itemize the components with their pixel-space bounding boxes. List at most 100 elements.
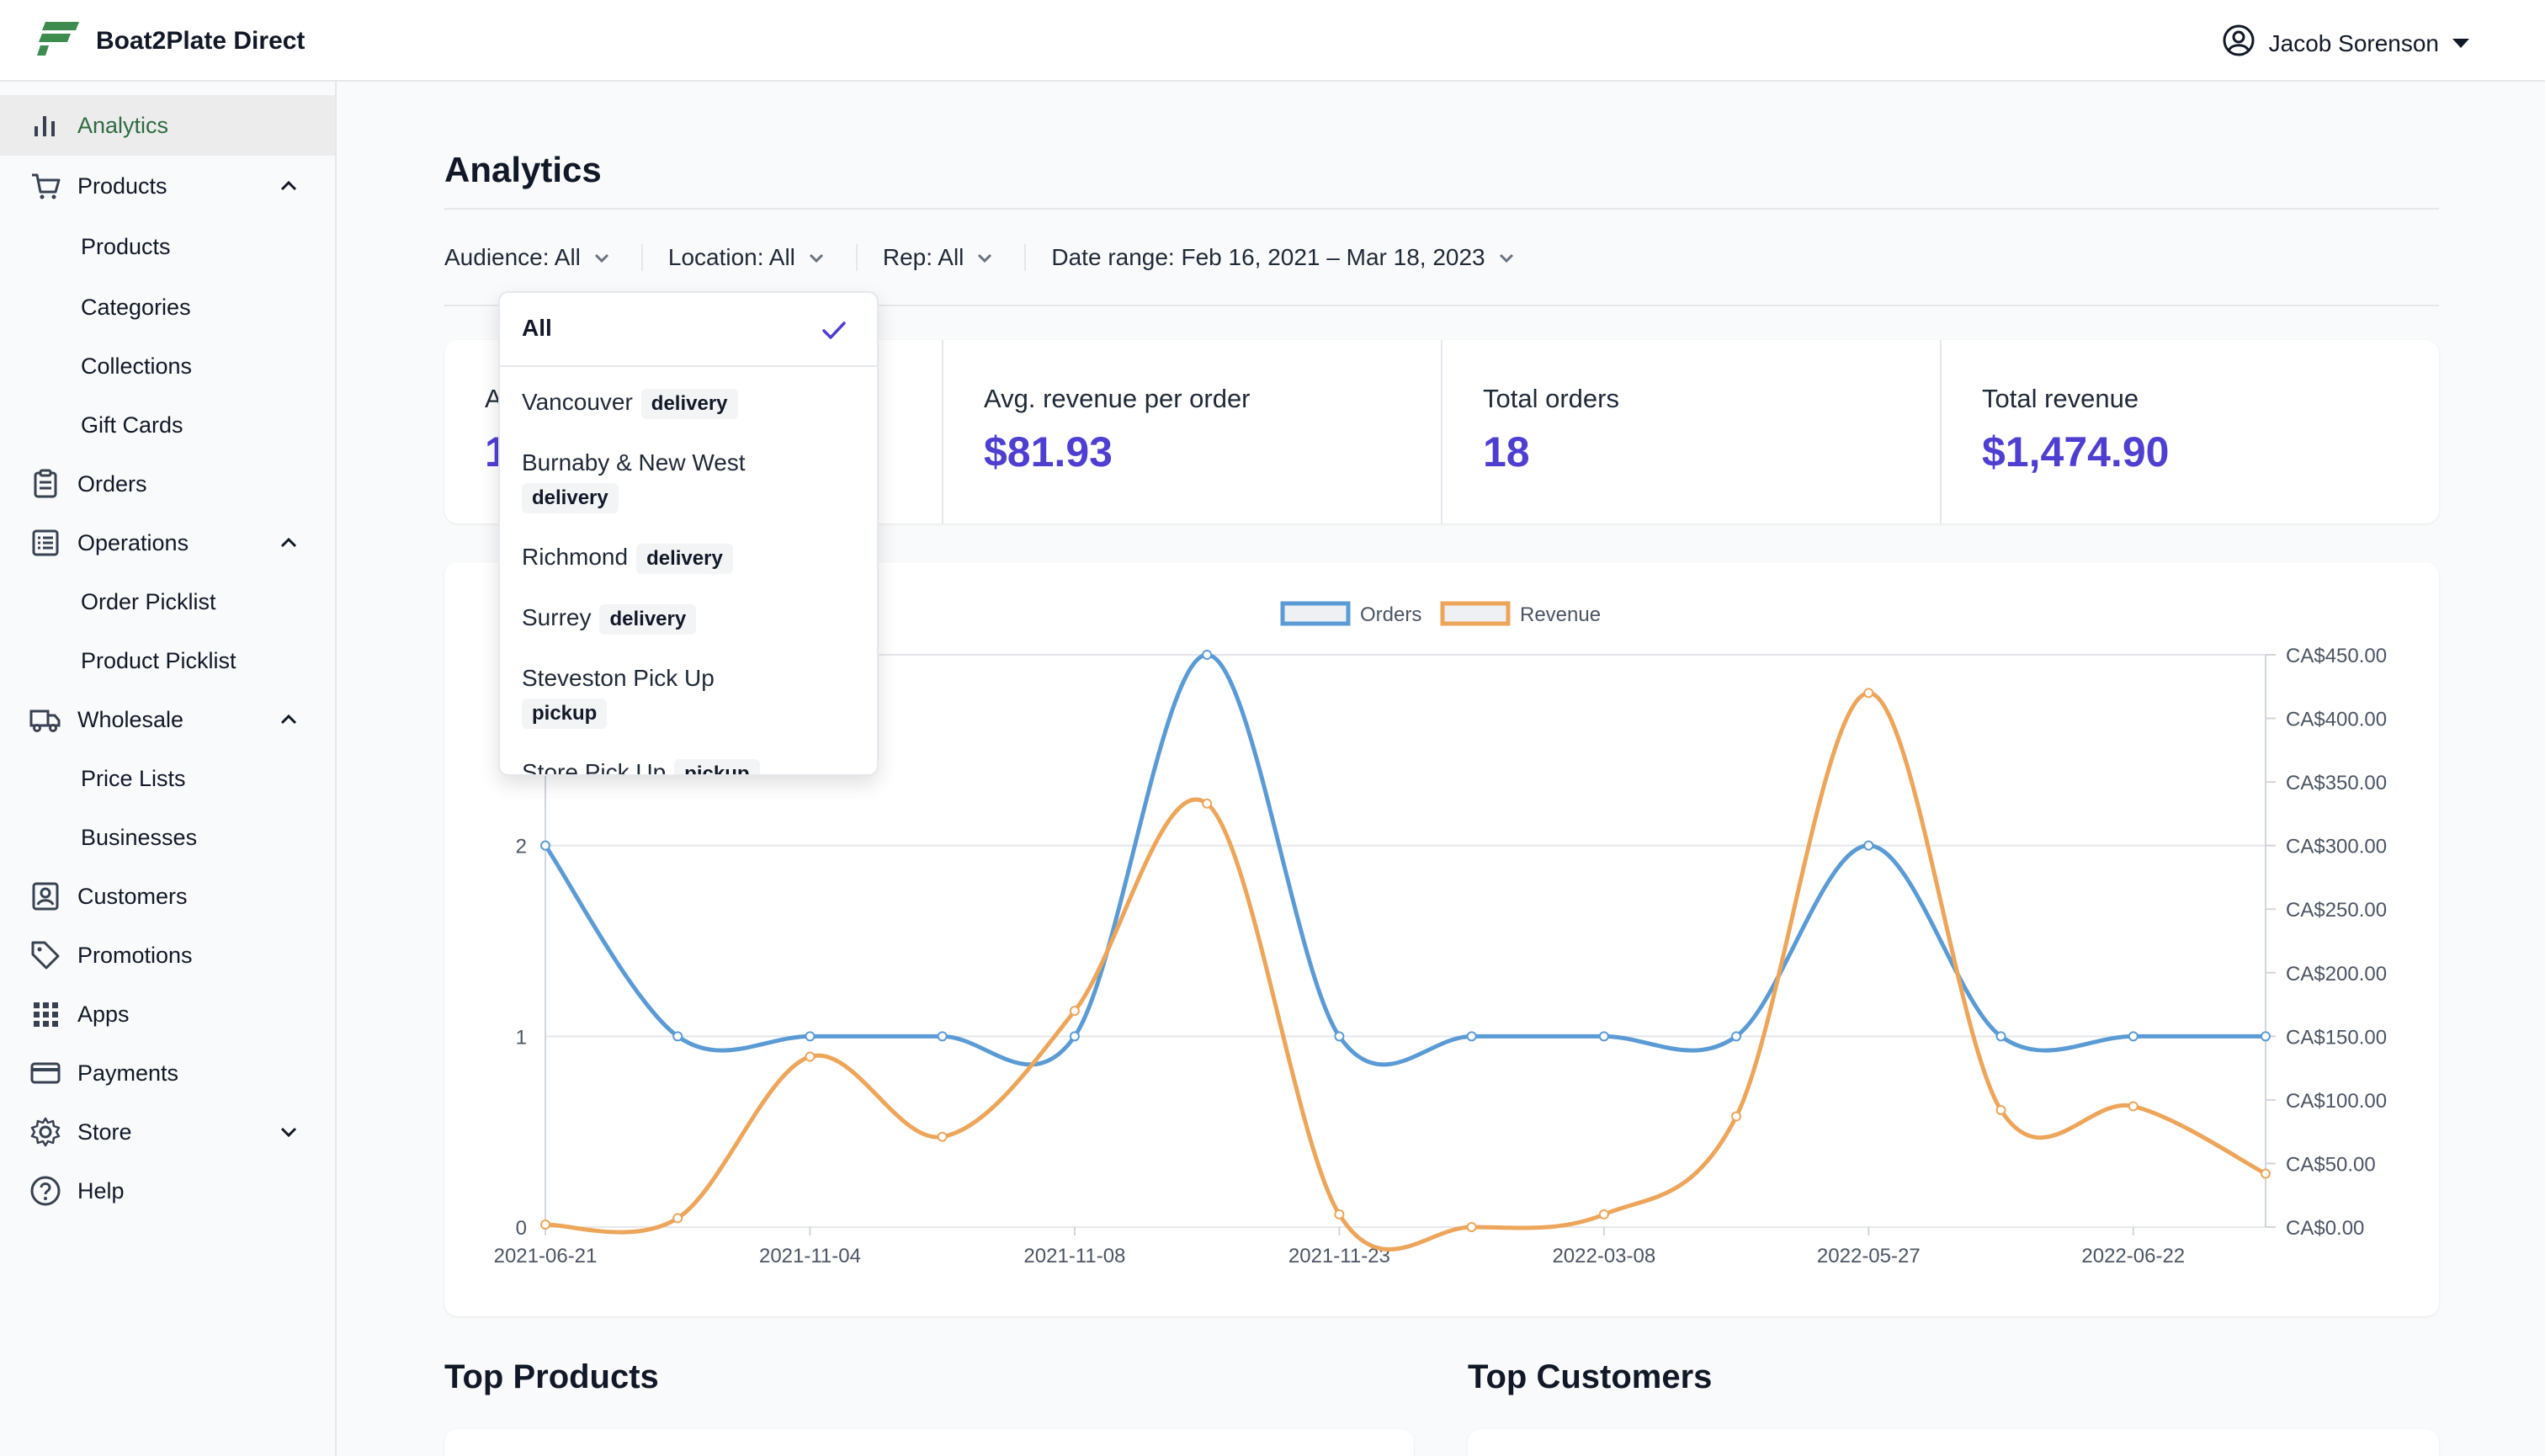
chevron-up-icon[interactable] <box>276 707 301 732</box>
sidebar-item-price-lists[interactable]: Price Lists <box>0 748 335 809</box>
sidebar-item-operations[interactable]: Operations <box>0 513 335 573</box>
dropdown-option[interactable]: Burnaby & New West delivery <box>522 448 858 513</box>
sidebar-item-label: Analytics <box>77 112 169 138</box>
dropdown-option[interactable]: Surrey delivery <box>522 603 858 635</box>
data-point <box>1069 1031 1080 1042</box>
top-products-title: Top Products <box>444 1358 659 1395</box>
date-range-filter[interactable]: Date range: Feb 16, 2021 – Mar 18, 2023 <box>1024 244 1545 271</box>
data-point <box>1069 1006 1080 1017</box>
check-icon <box>822 321 846 339</box>
audience-filter[interactable]: Audience: All <box>444 244 641 271</box>
sidebar-item-customers[interactable]: Customers <box>0 866 335 927</box>
chevron-down-icon <box>809 253 823 263</box>
data-point <box>2261 1031 2271 1042</box>
stat-label: Total orders <box>1483 384 1619 413</box>
option-tag: delivery <box>522 483 619 513</box>
chevron-down-icon <box>594 253 608 263</box>
tag-icon <box>29 938 62 972</box>
dropdown-option[interactable]: Richmond delivery <box>522 542 858 574</box>
audience-dropdown: All Vancouver delivery Burnaby & New West… <box>498 291 879 776</box>
sidebar-item-label: Customers <box>77 883 188 909</box>
data-point <box>1466 1222 1477 1232</box>
dropdown-option-all[interactable]: All <box>500 293 877 367</box>
sidebar-item-label: Price Lists <box>81 765 186 791</box>
sidebar-item-label: Apps <box>77 1001 130 1027</box>
credit-card-icon <box>29 1056 62 1090</box>
user-circle-icon <box>2222 24 2269 63</box>
sidebar-item-payments[interactable]: Payments <box>0 1043 335 1103</box>
chevron-down-icon[interactable] <box>276 1119 301 1145</box>
sidebar-item-label: Products <box>77 173 167 199</box>
sidebar-item-apps[interactable]: Apps <box>0 984 335 1044</box>
y-left-tick-label: 2 <box>516 836 527 858</box>
user-menu[interactable]: Jacob Sorenson <box>2222 24 2469 63</box>
option-label: All <box>522 315 552 341</box>
location-filter[interactable]: Location: All <box>640 244 856 271</box>
dropdown-option[interactable]: Vancouver delivery <box>522 387 858 419</box>
sidebar-item-orders[interactable]: Orders <box>0 454 335 514</box>
data-point <box>937 1131 948 1142</box>
brand[interactable]: Boat2Plate Direct <box>37 20 305 61</box>
data-point <box>1202 798 1213 809</box>
sidebar-item-help[interactable]: Help <box>0 1161 335 1221</box>
sidebar-item-gift-cards[interactable]: Gift Cards <box>0 395 335 455</box>
option-tag: delivery <box>636 543 733 574</box>
sidebar-item-product-picklist[interactable]: Product Picklist <box>0 630 335 691</box>
dropdown-option[interactable]: Steveston Pick Up pickup <box>522 663 858 729</box>
data-point <box>540 840 550 851</box>
x-tick-label: 2021-11-08 <box>1023 1245 1125 1267</box>
bar-chart-icon <box>29 109 62 142</box>
caret-down-icon <box>2452 39 2469 48</box>
clipboard-icon <box>29 467 62 501</box>
sidebar-item-label: Products <box>81 233 171 259</box>
sidebar-item-promotions[interactable]: Promotions <box>0 925 335 986</box>
x-tick-label: 2022-05-27 <box>1817 1245 1921 1267</box>
sidebar-item-wholesale[interactable]: Wholesale <box>0 689 335 750</box>
divider <box>444 208 2439 210</box>
sidebar-item-label: Store <box>77 1119 132 1145</box>
data-point <box>2128 1101 2139 1112</box>
stat-tile: Total orders 18 <box>1441 340 1940 523</box>
option-tag: delivery <box>640 388 738 419</box>
data-point <box>1334 1031 1345 1042</box>
cart-icon <box>29 169 62 203</box>
user-name: Jacob Sorenson <box>2268 29 2439 56</box>
x-tick-label: 2022-03-08 <box>1552 1245 1655 1267</box>
data-point <box>1863 688 1874 699</box>
sidebar-item-products-list[interactable]: Products <box>0 216 335 277</box>
top-customers-card <box>1468 1429 2439 1456</box>
contact-card-icon <box>29 879 62 913</box>
chevron-up-icon[interactable] <box>276 530 301 555</box>
sidebar-item-analytics[interactable]: Analytics <box>0 95 335 156</box>
filter-label: Date range: Feb 16, 2021 – Mar 18, 2023 <box>1051 244 1485 270</box>
legend-label: Revenue <box>1520 603 1601 626</box>
sidebar-item-store[interactable]: Store <box>0 1102 335 1162</box>
sidebar-item-products[interactable]: Products <box>0 156 335 216</box>
y-left-tick-label: 1 <box>516 1026 527 1049</box>
data-point <box>2261 1168 2271 1179</box>
rep-filter[interactable]: Rep: All <box>855 244 1025 271</box>
series-line-revenue <box>545 690 2267 1252</box>
data-point <box>1995 1031 2006 1042</box>
y-right-tick-label: CA$100.00 <box>2286 1090 2387 1113</box>
sidebar-item-businesses[interactable]: Businesses <box>0 807 335 868</box>
chevron-down-icon <box>1499 253 1513 263</box>
sidebar-item-collections[interactable]: Collections <box>0 336 335 396</box>
data-point <box>1995 1104 2006 1115</box>
dropdown-option[interactable]: Store Pick Up pickup <box>522 757 858 774</box>
sidebar: Analytics Products Products Categories C… <box>0 82 337 1456</box>
option-label: Richmond <box>522 544 629 570</box>
sidebar-item-order-picklist[interactable]: Order Picklist <box>0 571 335 632</box>
y-left-tick-label: 0 <box>516 1217 527 1240</box>
legend-swatch <box>1280 601 1351 626</box>
y-right-tick-label: CA$150.00 <box>2286 1026 2387 1049</box>
data-point <box>672 1213 683 1224</box>
y-right-tick-label: CA$450.00 <box>2286 645 2387 667</box>
stat-value: $1,474.90 <box>1982 428 2170 476</box>
sidebar-item-label: Gift Cards <box>81 412 183 438</box>
data-point <box>937 1031 948 1042</box>
sidebar-item-label: Payments <box>77 1060 179 1086</box>
chevron-up-icon[interactable] <box>276 173 301 199</box>
truck-icon <box>29 703 62 736</box>
sidebar-item-categories[interactable]: Categories <box>0 277 335 337</box>
